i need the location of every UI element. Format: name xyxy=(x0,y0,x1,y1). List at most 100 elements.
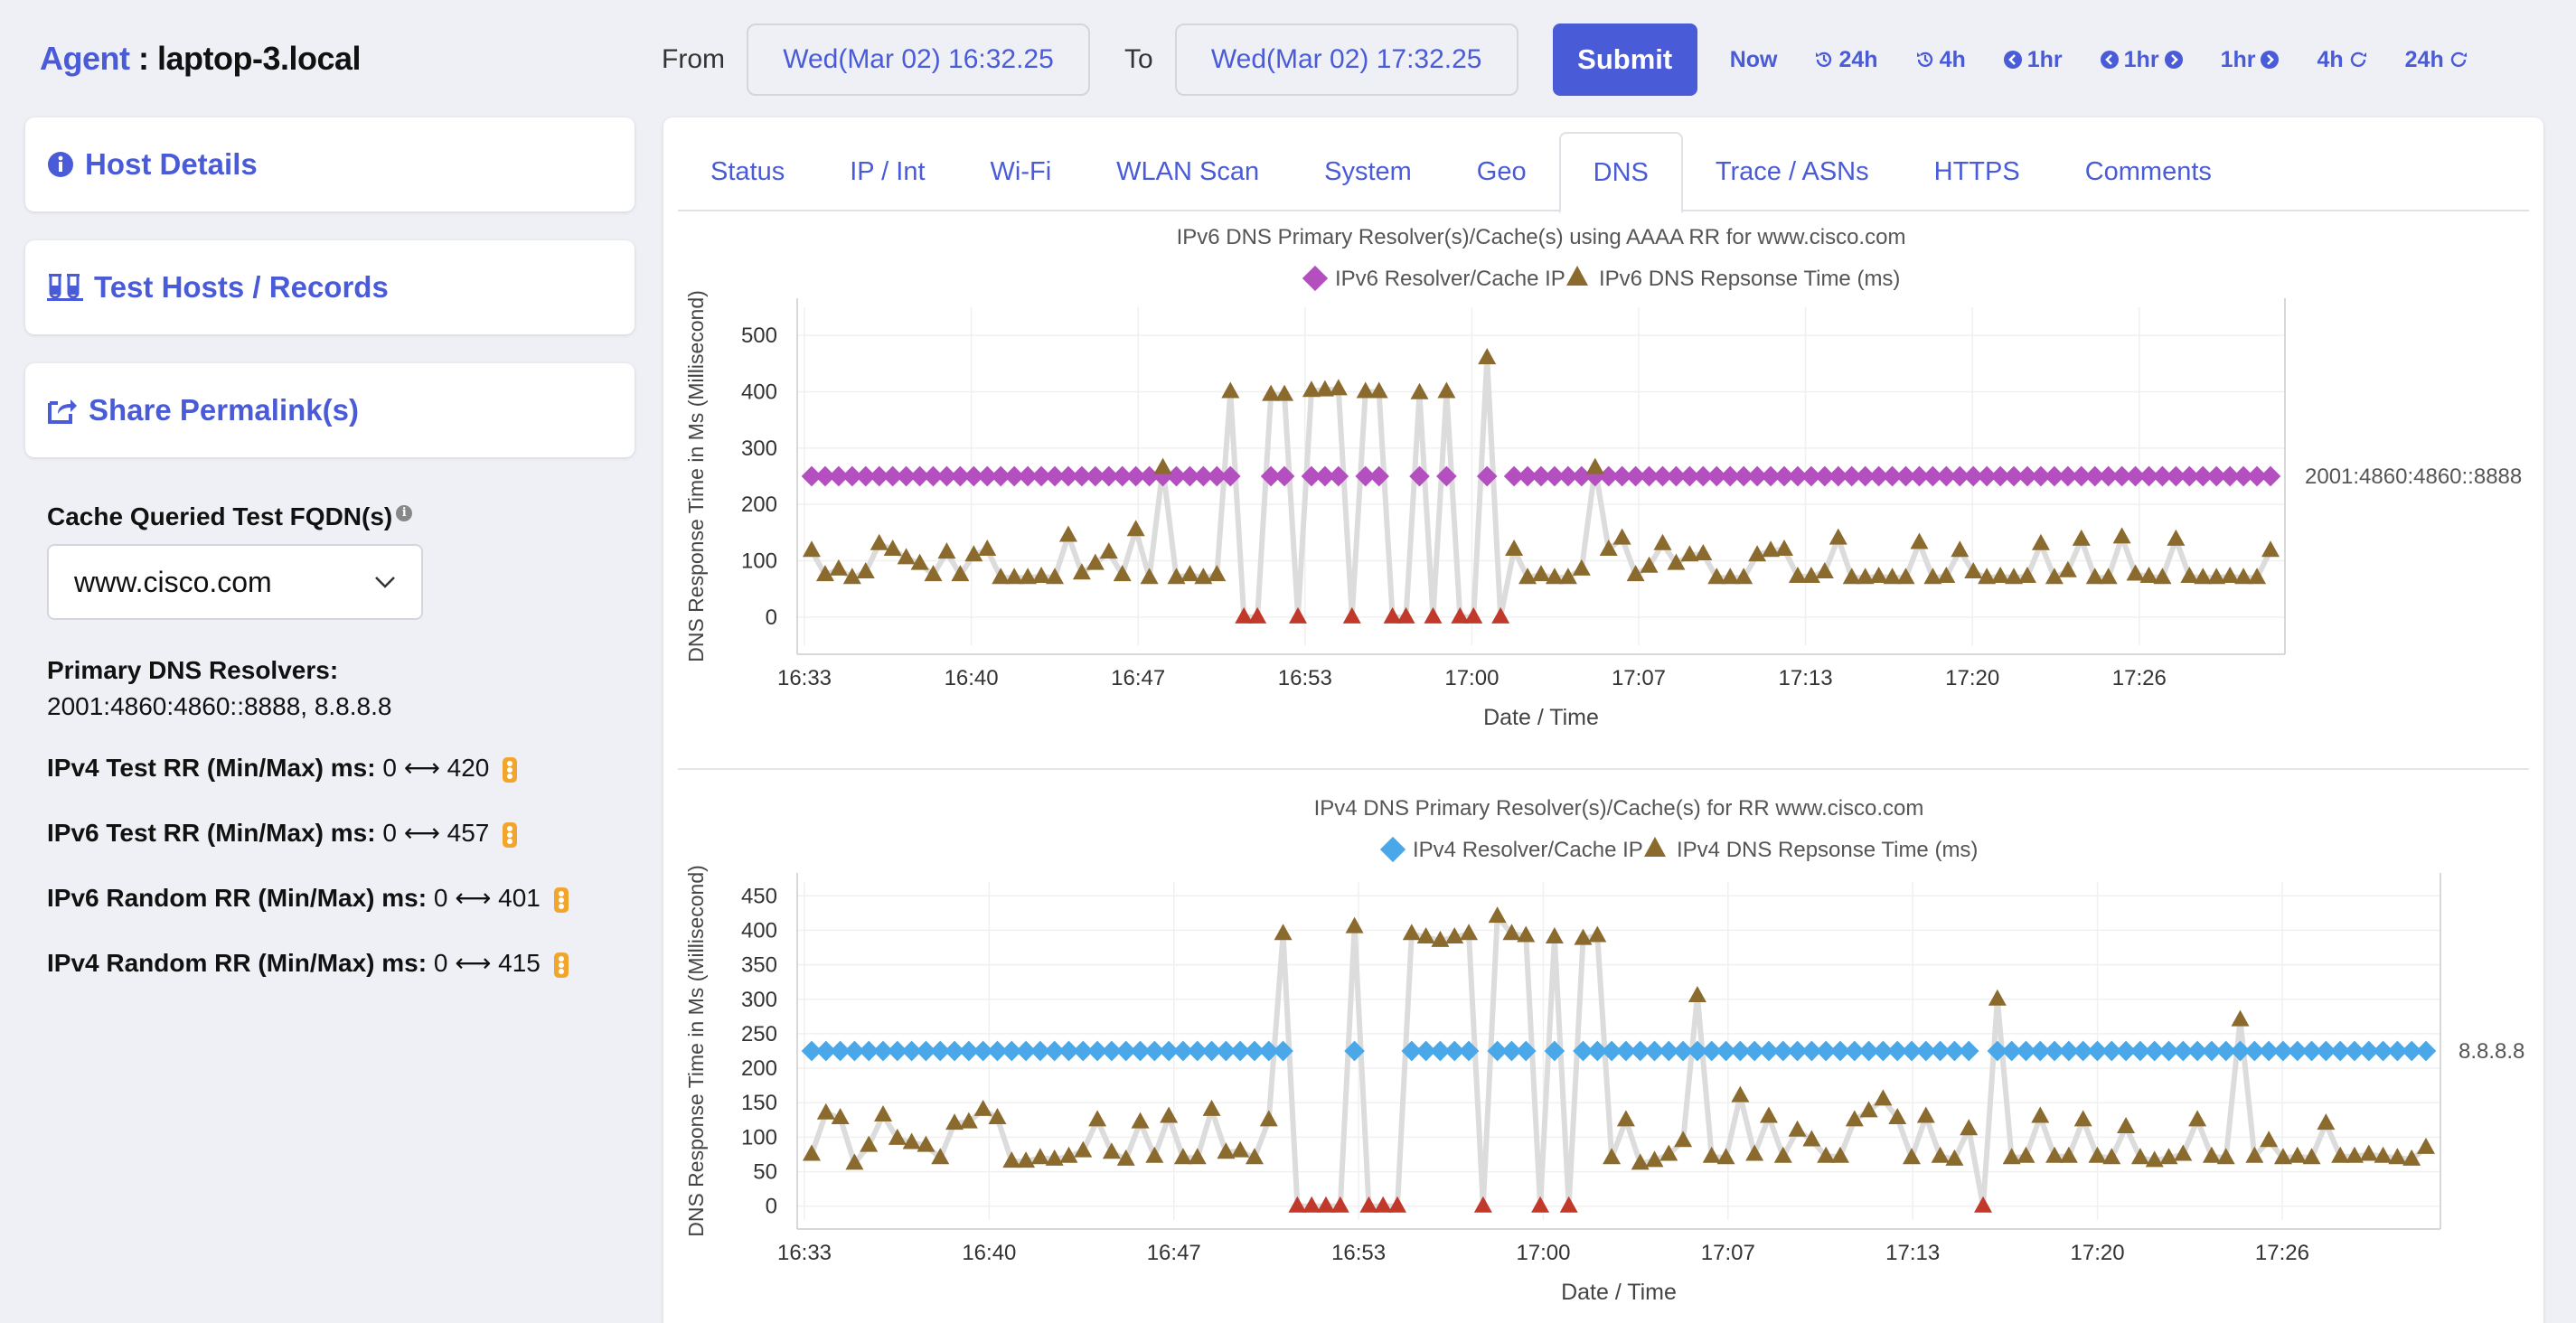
resolver-point xyxy=(1328,465,1349,487)
resolver-point xyxy=(2205,465,2227,487)
response-point xyxy=(845,1153,864,1170)
resolver-point xyxy=(2044,465,2065,487)
tab-system[interactable]: System xyxy=(1324,156,1412,186)
response-point xyxy=(1126,520,1145,537)
response-point xyxy=(803,1144,821,1161)
response-point xyxy=(2088,1146,2107,1163)
response-point xyxy=(1707,568,1726,585)
quick-both-1hr[interactable]: 1hr xyxy=(2095,47,2188,73)
resolvers-value: 2001:4860:4860::8888, 8.8.8.8 xyxy=(47,692,392,720)
response-point xyxy=(2345,1146,2364,1163)
resolver-point xyxy=(1586,1040,1608,1062)
tab-dns[interactable]: DNS xyxy=(1558,132,1683,213)
resolver-point xyxy=(1733,465,1754,487)
y-tick-label: 200 xyxy=(741,493,777,517)
x-tick-label: 16:47 xyxy=(1147,1241,1201,1265)
x-tick-label: 16:33 xyxy=(777,666,832,690)
resolver-point xyxy=(1873,1040,1894,1062)
tab-comments[interactable]: Comments xyxy=(2084,156,2212,186)
x-axis-label: Date / Time xyxy=(1561,1280,1677,1305)
sidebar: Host Details Test Hosts / Records Share … xyxy=(25,117,635,486)
agent-host: : laptop-3.local xyxy=(138,40,362,77)
response-point xyxy=(1289,606,1307,624)
resolver-point xyxy=(2101,1040,2122,1062)
stat-ipv6-test: IPv6 Test RR (Min/Max) ms: 0 ⟷ 457 xyxy=(47,818,518,849)
x-tick-label: 16:40 xyxy=(945,666,999,690)
info-small-icon[interactable]: i xyxy=(396,504,413,521)
response-point xyxy=(1451,606,1470,624)
response-point xyxy=(964,545,983,562)
y-axis-label: DNS Response Time in Ms (Millisecond) xyxy=(684,865,708,1237)
resolver-point xyxy=(2358,1040,2380,1062)
resolver-point xyxy=(2401,1040,2422,1062)
resolver-point xyxy=(1687,1040,1708,1062)
resolver-point xyxy=(2058,1040,2080,1062)
resolver-point xyxy=(1344,1040,1365,1062)
host-details-card[interactable]: Host Details xyxy=(25,117,635,211)
response-point xyxy=(1532,565,1550,582)
share-permalink-card[interactable]: Share Permalink(s) xyxy=(25,363,635,457)
response-point xyxy=(1245,1148,1264,1165)
resolver-point xyxy=(1571,465,1593,487)
tab-status[interactable]: Status xyxy=(710,156,785,186)
quick-now[interactable]: Now xyxy=(1729,46,1778,72)
y-tick-label: 450 xyxy=(741,884,777,908)
response-point xyxy=(1667,553,1686,570)
resolver-point xyxy=(1672,1040,1694,1062)
response-point xyxy=(2331,1146,2350,1163)
response-point xyxy=(1817,1146,1836,1163)
tab-bar: Status IP / Int Wi-Fi WLAN Scan System G… xyxy=(678,132,2529,213)
quick-fwd-24h[interactable]: 24h xyxy=(2405,47,2473,73)
resolver-point xyxy=(2329,1040,2351,1062)
submit-button[interactable]: Submit xyxy=(1552,23,1697,96)
response-point xyxy=(1221,381,1240,399)
response-point xyxy=(1072,563,1091,580)
resolver-point xyxy=(2373,1040,2393,1062)
resolver-point xyxy=(1829,1040,1851,1062)
response-point xyxy=(1612,528,1631,545)
resolver-point xyxy=(1355,465,1377,487)
quick-fwd-4h[interactable]: 4h xyxy=(2317,47,2372,73)
tab-wifi[interactable]: Wi-Fi xyxy=(990,156,1052,186)
response-point xyxy=(1302,1196,1321,1213)
resolver-point xyxy=(2057,465,2079,487)
resolver-point xyxy=(1744,1040,1765,1062)
resolver-point xyxy=(2215,1040,2237,1062)
host-details-label: Host Details xyxy=(85,147,258,181)
tab-wlan-scan[interactable]: WLAN Scan xyxy=(1116,156,1260,186)
quick-back-4h[interactable]: 4h xyxy=(1911,47,1966,73)
resolver-point xyxy=(2415,1040,2437,1062)
response-point xyxy=(1599,540,1618,557)
resolver-point xyxy=(1659,1040,1679,1062)
x-tick-label: 16:53 xyxy=(1331,1241,1386,1265)
resolver-point xyxy=(1828,465,1849,487)
quick-range-links: Now 24h 4h 1hr 1hr 1hr 4h 24h xyxy=(1730,47,2505,73)
to-datetime-input[interactable]: Wed(Mar 02) 17:32.25 xyxy=(1174,23,1518,96)
response-point xyxy=(2207,568,2226,585)
response-point xyxy=(1002,1151,1021,1168)
fqdn-select[interactable]: www.cisco.com xyxy=(47,544,423,620)
response-point xyxy=(2139,566,2158,583)
response-point xyxy=(1046,568,1064,585)
quick-fwd-1hr[interactable]: 1hr xyxy=(2221,47,2285,73)
tab-https[interactable]: HTTPS xyxy=(1933,156,2020,186)
legend-diamond-marker xyxy=(1379,836,1406,863)
resolver-point xyxy=(2016,1040,2036,1062)
tab-ip-int[interactable]: IP / Int xyxy=(850,156,926,186)
response-point xyxy=(959,1112,978,1129)
response-point xyxy=(2317,1113,2336,1131)
response-point xyxy=(2273,1148,2292,1165)
response-point xyxy=(2031,1106,2050,1123)
response-point xyxy=(2234,568,2253,585)
tab-trace-asns[interactable]: Trace / ASNs xyxy=(1715,156,1869,186)
quick-back-1hr[interactable]: 1hr xyxy=(1998,47,2063,73)
resolver-point xyxy=(1962,465,1984,487)
test-hosts-card[interactable]: Test Hosts / Records xyxy=(25,240,635,334)
from-datetime-input[interactable]: Wed(Mar 02) 16:32.25 xyxy=(747,23,1090,96)
tab-geo[interactable]: Geo xyxy=(1476,156,1527,186)
quick-back-24h[interactable]: 24h xyxy=(1810,47,1878,73)
response-point xyxy=(1505,540,1524,557)
response-point xyxy=(1131,1112,1150,1129)
response-point xyxy=(978,540,997,557)
resolver-point xyxy=(1601,1040,1622,1062)
